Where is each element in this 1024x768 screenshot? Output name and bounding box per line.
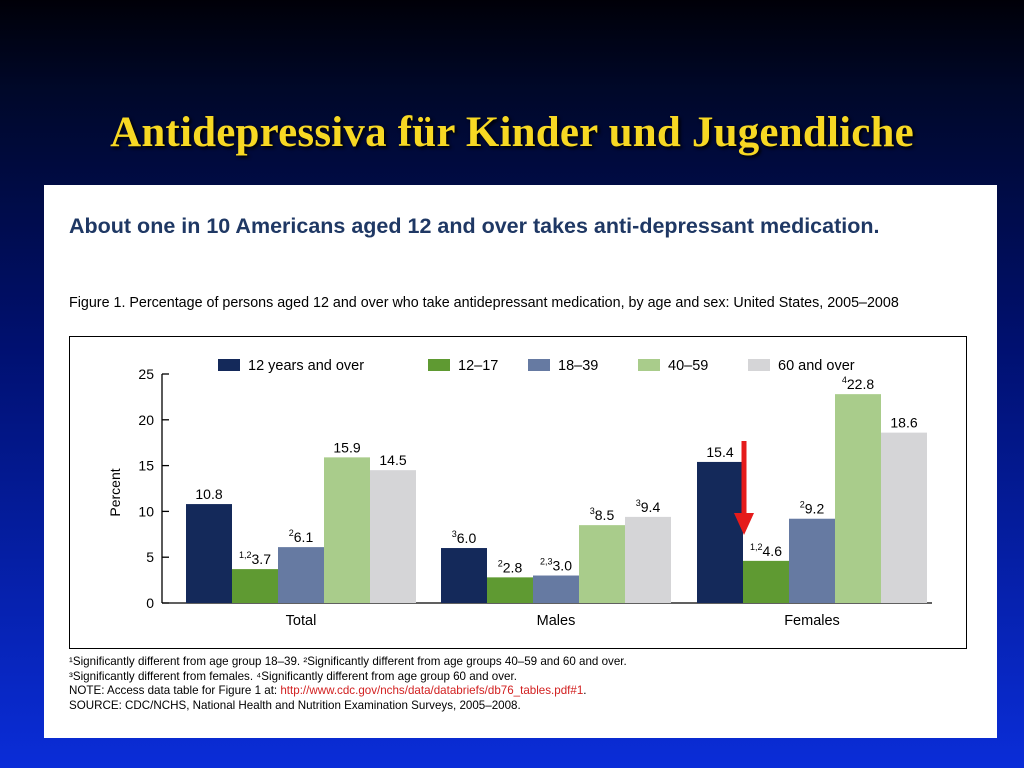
footnote-marker: 3 — [590, 506, 595, 516]
legend-label-60-and-over: 60 and over — [778, 358, 855, 374]
data-table-link[interactable]: http://www.cdc.gov/nchs/data/databriefs/… — [280, 684, 584, 697]
note-prefix: NOTE: Access data table for Figure 1 at: — [69, 684, 281, 697]
value-label-females-40-59: 422.8 — [842, 375, 874, 392]
legend-swatch-40-59 — [638, 359, 660, 371]
bar-females-12-years-and-over — [697, 461, 743, 603]
value-text: 8.5 — [595, 507, 615, 523]
legend-label-12-years-and-over: 12 years and over — [248, 358, 364, 374]
chart-frame: 0 5 10 15 20 25 Percent 10.8 1,23.7 26.1 15.9 14.5 T… — [69, 336, 967, 649]
annotation-arrow-head — [734, 513, 754, 535]
figure-caption: Figure 1. Percentage of persons aged 12 … — [69, 295, 899, 311]
bar-total-12-17 — [232, 569, 278, 603]
bar-females-12-17 — [743, 560, 789, 603]
legend-swatch-18-39 — [528, 359, 550, 371]
value-text: 22.8 — [847, 376, 874, 392]
value-text: 2.8 — [503, 559, 523, 575]
value-label-males-12-17: 22.8 — [498, 558, 523, 575]
value-text: 3.0 — [553, 558, 573, 574]
bar-males-12-17 — [487, 577, 533, 603]
legend-label-40-59: 40–59 — [668, 358, 708, 374]
note-suffix: . — [583, 684, 587, 697]
bar-males-12-years-and-over — [441, 548, 487, 603]
value-label-total-12-years-and-over: 10.8 — [195, 486, 222, 502]
bar-total-18-39 — [278, 547, 324, 603]
x-tick-label-total: Total — [286, 613, 317, 629]
footnote-marker: 2 — [498, 558, 503, 568]
value-label-males-18-39: 2,33.0 — [540, 557, 572, 574]
footnote-line-1: ¹Significantly different from age group … — [69, 655, 627, 668]
note-line: NOTE: Access data table for Figure 1 at:… — [69, 684, 969, 699]
value-label-males-40-59: 38.5 — [590, 506, 615, 523]
footnote-marker: 2 — [289, 528, 294, 538]
value-label-males-12-years-and-over: 36.0 — [452, 529, 477, 546]
value-text: 6.1 — [294, 529, 314, 545]
figure-headline: About one in 10 Americans aged 12 and ov… — [69, 214, 880, 238]
slide-title: Antidepressiva für Kinder und Jugendlich… — [110, 109, 914, 156]
footnote-marker: 2,3 — [540, 557, 553, 567]
source-line: SOURCE: CDC/NCHS, National Health and Nu… — [69, 698, 521, 712]
legend-swatch-12-years-and-over — [218, 359, 240, 371]
footnote-marker: 4 — [842, 375, 847, 385]
value-label-females-12-years-and-over: 15.4 — [706, 444, 733, 460]
value-label-total-60-and-over: 14.5 — [379, 452, 406, 468]
legend-swatch-12-17 — [428, 359, 450, 371]
bar-males-40-59 — [579, 525, 625, 603]
y-tick-label-0: 0 — [146, 595, 154, 611]
bar-females-60-and-over — [881, 432, 927, 603]
y-axis-label: Percent — [107, 468, 123, 516]
value-label-females-12-17: 1,24.6 — [750, 542, 782, 559]
legend-label-12-17: 12–17 — [458, 358, 498, 374]
x-tick-label-females: Females — [784, 613, 840, 629]
bar-females-40-59 — [835, 394, 881, 603]
footnote-marker: 3 — [636, 498, 641, 508]
y-tick-label-10: 10 — [138, 503, 154, 519]
value-label-females-18-39: 29.2 — [800, 500, 825, 517]
value-label-males-60-and-over: 39.4 — [636, 498, 661, 515]
value-label-total-12-17: 1,23.7 — [239, 550, 271, 567]
value-label-females-60-and-over: 18.6 — [890, 415, 917, 431]
bar-total-12-years-and-over — [186, 504, 232, 603]
bar-total-60-and-over — [370, 470, 416, 603]
value-text: 9.4 — [641, 499, 661, 515]
bar-females-18-39 — [789, 518, 835, 603]
legend-label-18-39: 18–39 — [558, 358, 598, 374]
bar-total-40-59 — [324, 457, 370, 603]
y-tick-label-25: 25 — [138, 366, 154, 382]
value-text: 6.0 — [457, 530, 477, 546]
y-tick-label-5: 5 — [146, 549, 154, 565]
value-label-total-40-59: 15.9 — [333, 439, 360, 455]
footnote-marker: 1,2 — [239, 550, 252, 560]
footnote-line-2: ³Significantly different from females. ⁴… — [69, 669, 517, 683]
y-tick-label-15: 15 — [138, 458, 154, 474]
value-text: 4.6 — [763, 543, 783, 559]
footnotes: ¹Significantly different from age group … — [69, 655, 969, 713]
value-text: 9.2 — [805, 501, 825, 517]
x-tick-label-males: Males — [537, 613, 576, 629]
footnote-marker: 1,2 — [750, 542, 763, 552]
figure-panel: About one in 10 Americans aged 12 and ov… — [44, 185, 997, 738]
footnote-marker: 2 — [800, 500, 805, 510]
legend-swatch-60-and-over — [748, 359, 770, 371]
bar-males-18-39 — [533, 575, 579, 603]
y-tick-label-20: 20 — [138, 412, 154, 428]
footnote-marker: 3 — [452, 529, 457, 539]
value-text: 3.7 — [252, 551, 272, 567]
bar-males-60-and-over — [625, 516, 671, 603]
value-label-total-18-39: 26.1 — [289, 528, 314, 545]
